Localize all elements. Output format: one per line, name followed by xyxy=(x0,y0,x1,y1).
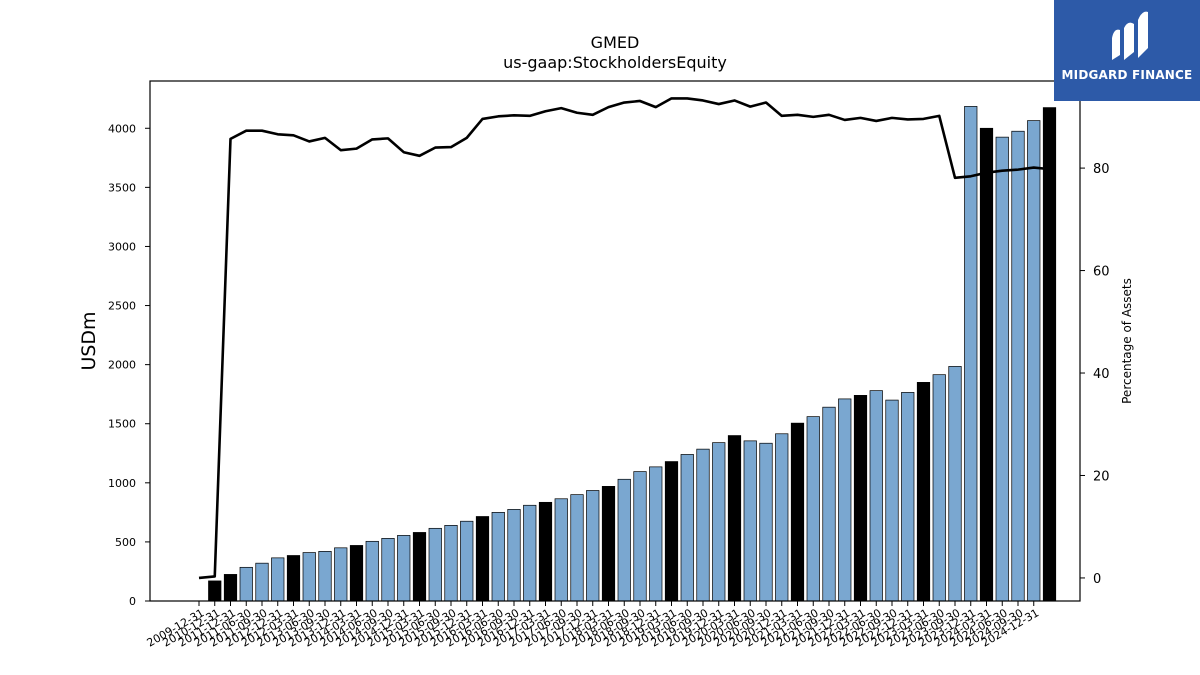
bar-2021-03-31 xyxy=(806,416,820,602)
bar-2012-12-31 xyxy=(286,555,301,602)
y-tick-label: 4000 xyxy=(108,122,136,135)
bar-2023-12-31 xyxy=(979,127,994,602)
bar-2014-06-30 xyxy=(381,538,395,602)
bar-2021-06-30 xyxy=(822,406,836,602)
bar-2018-03-31 xyxy=(617,478,631,602)
bar-2024-06-30 xyxy=(1011,130,1025,602)
bar-2011-12-31 xyxy=(223,574,238,602)
bar-2015-06-30 xyxy=(444,525,458,602)
bar-2022-06-30 xyxy=(885,399,899,602)
bar-2013-12-31 xyxy=(349,545,364,602)
brand-logo: MIDGARD FINANCE xyxy=(1054,0,1200,101)
bar-2012-06-30 xyxy=(255,562,269,602)
bar-2015-09-30 xyxy=(460,520,474,602)
bar-2012-09-30 xyxy=(271,557,285,602)
bar-2013-06-30 xyxy=(318,551,332,602)
plot-frame xyxy=(149,80,1081,602)
bar-2016-09-30 xyxy=(523,504,537,602)
y2-tick-label: 80 xyxy=(1093,162,1110,177)
y-tick-label: 1500 xyxy=(108,418,136,431)
bar-2020-06-30 xyxy=(759,442,773,602)
bar-2022-03-31 xyxy=(869,390,883,602)
bar-2024-03-31 xyxy=(995,136,1009,602)
y-tick-label: 3500 xyxy=(108,181,136,194)
bar-2014-03-31 xyxy=(365,540,379,602)
bar-2019-03-31 xyxy=(680,454,694,602)
bar-2024-09-30 xyxy=(1027,120,1041,602)
bar-2017-03-31 xyxy=(554,498,568,602)
bar-2020-12-31 xyxy=(790,422,805,602)
bar-2023-09-30 xyxy=(964,106,978,602)
bar-2018-06-30 xyxy=(633,471,647,602)
bar-2020-09-30 xyxy=(775,433,789,602)
bar-2022-09-30 xyxy=(901,392,915,602)
y2-tick-label: 60 xyxy=(1093,265,1110,280)
bar-2016-03-31 xyxy=(491,512,505,602)
y-tick-label: 1000 xyxy=(108,477,136,490)
bar-2019-06-30 xyxy=(696,448,710,602)
bar-2023-03-31 xyxy=(932,374,946,602)
midgard-logo-icon xyxy=(1112,11,1148,61)
y2-tick-label: 40 xyxy=(1093,367,1110,382)
chart-subtitle: us-gaap:StockholdersEquity xyxy=(503,53,727,72)
bar-2016-06-30 xyxy=(507,509,521,602)
bar-2016-12-31 xyxy=(538,501,553,602)
bar-2014-12-31 xyxy=(412,532,427,602)
bar-2017-12-31 xyxy=(601,486,616,602)
brand-name: MIDGARD FINANCE xyxy=(1061,68,1193,82)
bar-2019-09-30 xyxy=(712,442,726,602)
y-tick-label: 2500 xyxy=(108,300,136,313)
percentage-line xyxy=(198,97,1050,580)
bar-2014-09-30 xyxy=(397,535,411,602)
bar-2012-03-31 xyxy=(239,566,253,602)
bar-2017-09-30 xyxy=(586,490,600,602)
axes-group: 0 500 1000 1500 2000 2500 3000 3500 4000 0 20 40 60 8… xyxy=(108,122,1110,649)
bar-2018-12-31 xyxy=(664,461,679,602)
y2-tick-label: 20 xyxy=(1093,469,1110,484)
bar-2015-12-31 xyxy=(475,516,490,602)
bar-2013-03-31 xyxy=(302,552,316,602)
y2-tick-label: 0 xyxy=(1093,572,1101,587)
bar-2023-06-30 xyxy=(948,366,962,602)
bar-2017-06-30 xyxy=(570,494,584,602)
bar-2024-12-31 xyxy=(1042,107,1057,602)
chart-title: GMED xyxy=(591,33,640,52)
bar-2013-09-30 xyxy=(334,547,348,602)
bar-2021-12-31 xyxy=(853,395,868,602)
line-group xyxy=(198,97,1050,580)
y-tick-label: 0 xyxy=(129,595,136,608)
bars-group xyxy=(208,106,1057,602)
bar-2020-03-31 xyxy=(743,440,757,602)
y-tick-label: 3000 xyxy=(108,240,136,253)
y-axis-label: USDm xyxy=(78,311,100,370)
bar-2022-12-31 xyxy=(916,382,931,602)
y-tick-label: 500 xyxy=(115,536,136,549)
y2-axis-label: Percentage of Assets xyxy=(1120,278,1134,404)
bar-2010-12-31 xyxy=(208,580,222,602)
bar-2019-12-31 xyxy=(727,435,742,602)
y-tick-label: 2000 xyxy=(108,359,136,372)
bar-2015-03-31 xyxy=(428,527,442,602)
bar-2018-09-30 xyxy=(649,466,663,602)
bar-2021-09-30 xyxy=(838,398,852,602)
